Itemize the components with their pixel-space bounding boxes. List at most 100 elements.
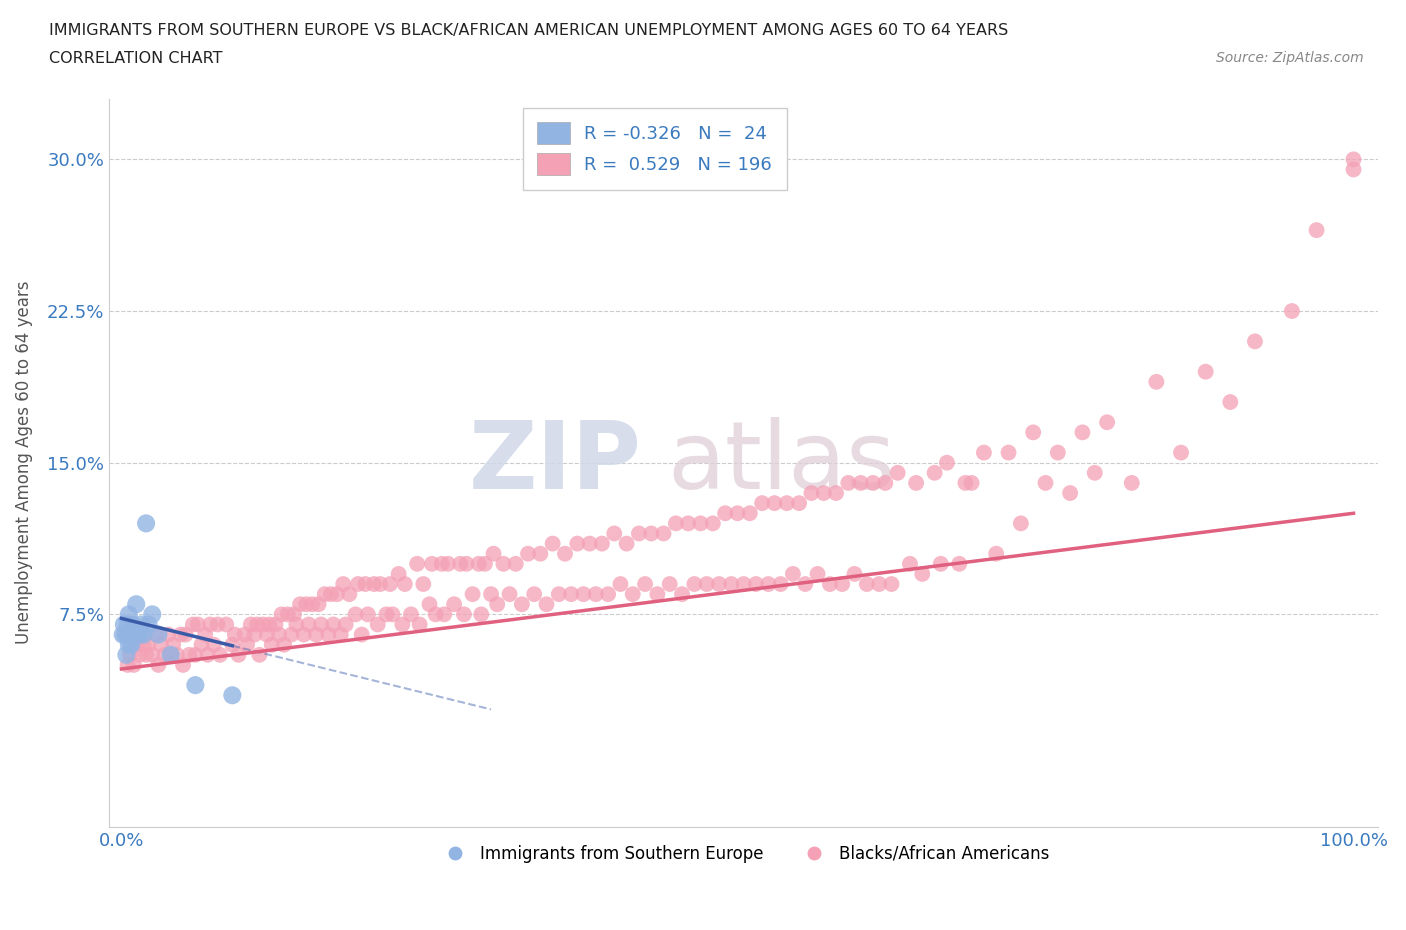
Point <box>326 587 349 602</box>
Point <box>120 647 142 662</box>
Point <box>305 627 328 642</box>
Point <box>849 475 872 490</box>
Point <box>856 577 879 591</box>
Point <box>676 516 699 531</box>
Point <box>453 607 475 622</box>
Point <box>1195 365 1218 379</box>
Point <box>184 647 207 662</box>
Point <box>1281 303 1303 318</box>
Point <box>449 556 471 571</box>
Point <box>844 566 866 581</box>
Point <box>120 637 142 652</box>
Point <box>640 526 662 541</box>
Point <box>898 556 921 571</box>
Legend: Immigrants from Southern Europe, Blacks/African Americans: Immigrants from Southern Europe, Blacks/… <box>432 838 1056 870</box>
Point <box>388 566 411 581</box>
Point <box>1343 162 1365 177</box>
Point <box>138 617 160 631</box>
Point <box>468 556 491 571</box>
Point <box>159 647 181 662</box>
Point <box>720 577 742 591</box>
Point <box>236 637 259 652</box>
Point <box>1305 222 1327 237</box>
Point <box>862 475 884 490</box>
Point <box>221 688 243 703</box>
Point <box>517 546 540 561</box>
Point <box>443 597 465 612</box>
Text: IMMIGRANTS FROM SOUTHERN EUROPE VS BLACK/AFRICAN AMERICAN UNEMPLOYMENT AMONG AGE: IMMIGRANTS FROM SOUTHERN EUROPE VS BLACK… <box>49 23 1008 38</box>
Point <box>437 556 460 571</box>
Point <box>273 637 295 652</box>
Point <box>1035 475 1057 490</box>
Point <box>157 627 180 642</box>
Point <box>148 627 170 642</box>
Point <box>115 647 138 662</box>
Point <box>314 587 336 602</box>
Point <box>510 597 533 612</box>
Point <box>456 556 478 571</box>
Point <box>135 516 157 531</box>
Point <box>122 627 145 642</box>
Point <box>986 546 1008 561</box>
Point <box>523 587 546 602</box>
Point <box>572 587 595 602</box>
Point <box>689 516 711 531</box>
Point <box>505 556 527 571</box>
Point <box>149 637 172 652</box>
Point <box>368 577 391 591</box>
Point <box>665 516 688 531</box>
Point <box>837 475 859 490</box>
Point <box>375 607 398 622</box>
Point <box>671 587 693 602</box>
Point <box>335 617 357 631</box>
Point <box>763 496 786 511</box>
Point <box>344 607 367 622</box>
Point <box>295 597 318 612</box>
Point <box>905 475 928 490</box>
Point <box>875 475 897 490</box>
Point <box>243 627 266 642</box>
Point <box>425 607 447 622</box>
Point <box>121 617 143 631</box>
Point <box>224 627 246 642</box>
Point <box>806 566 828 581</box>
Point <box>329 627 352 642</box>
Point <box>367 617 389 631</box>
Point <box>298 617 321 631</box>
Point <box>474 556 496 571</box>
Point <box>127 627 149 642</box>
Point <box>337 587 360 602</box>
Point <box>418 597 440 612</box>
Point <box>1219 394 1241 409</box>
Point <box>391 617 413 631</box>
Point <box>412 577 434 591</box>
Point <box>308 597 330 612</box>
Point <box>420 556 443 571</box>
Point <box>603 526 626 541</box>
Point <box>174 627 197 642</box>
Point <box>239 617 262 631</box>
Point <box>1121 475 1143 490</box>
Point <box>288 597 311 612</box>
Point <box>1071 425 1094 440</box>
Point <box>924 465 946 480</box>
Point <box>319 587 342 602</box>
Point <box>207 617 229 631</box>
Point <box>399 607 422 622</box>
Point <box>252 617 274 631</box>
Point <box>911 566 934 581</box>
Point <box>955 475 977 490</box>
Point <box>111 627 134 642</box>
Point <box>301 597 323 612</box>
Point <box>598 587 620 602</box>
Point <box>408 617 430 631</box>
Point <box>194 627 217 642</box>
Point <box>658 577 681 591</box>
Point <box>433 607 456 622</box>
Point <box>634 577 657 591</box>
Point <box>280 627 302 642</box>
Point <box>292 627 315 642</box>
Point <box>117 627 139 642</box>
Point <box>322 617 344 631</box>
Point <box>357 607 380 622</box>
